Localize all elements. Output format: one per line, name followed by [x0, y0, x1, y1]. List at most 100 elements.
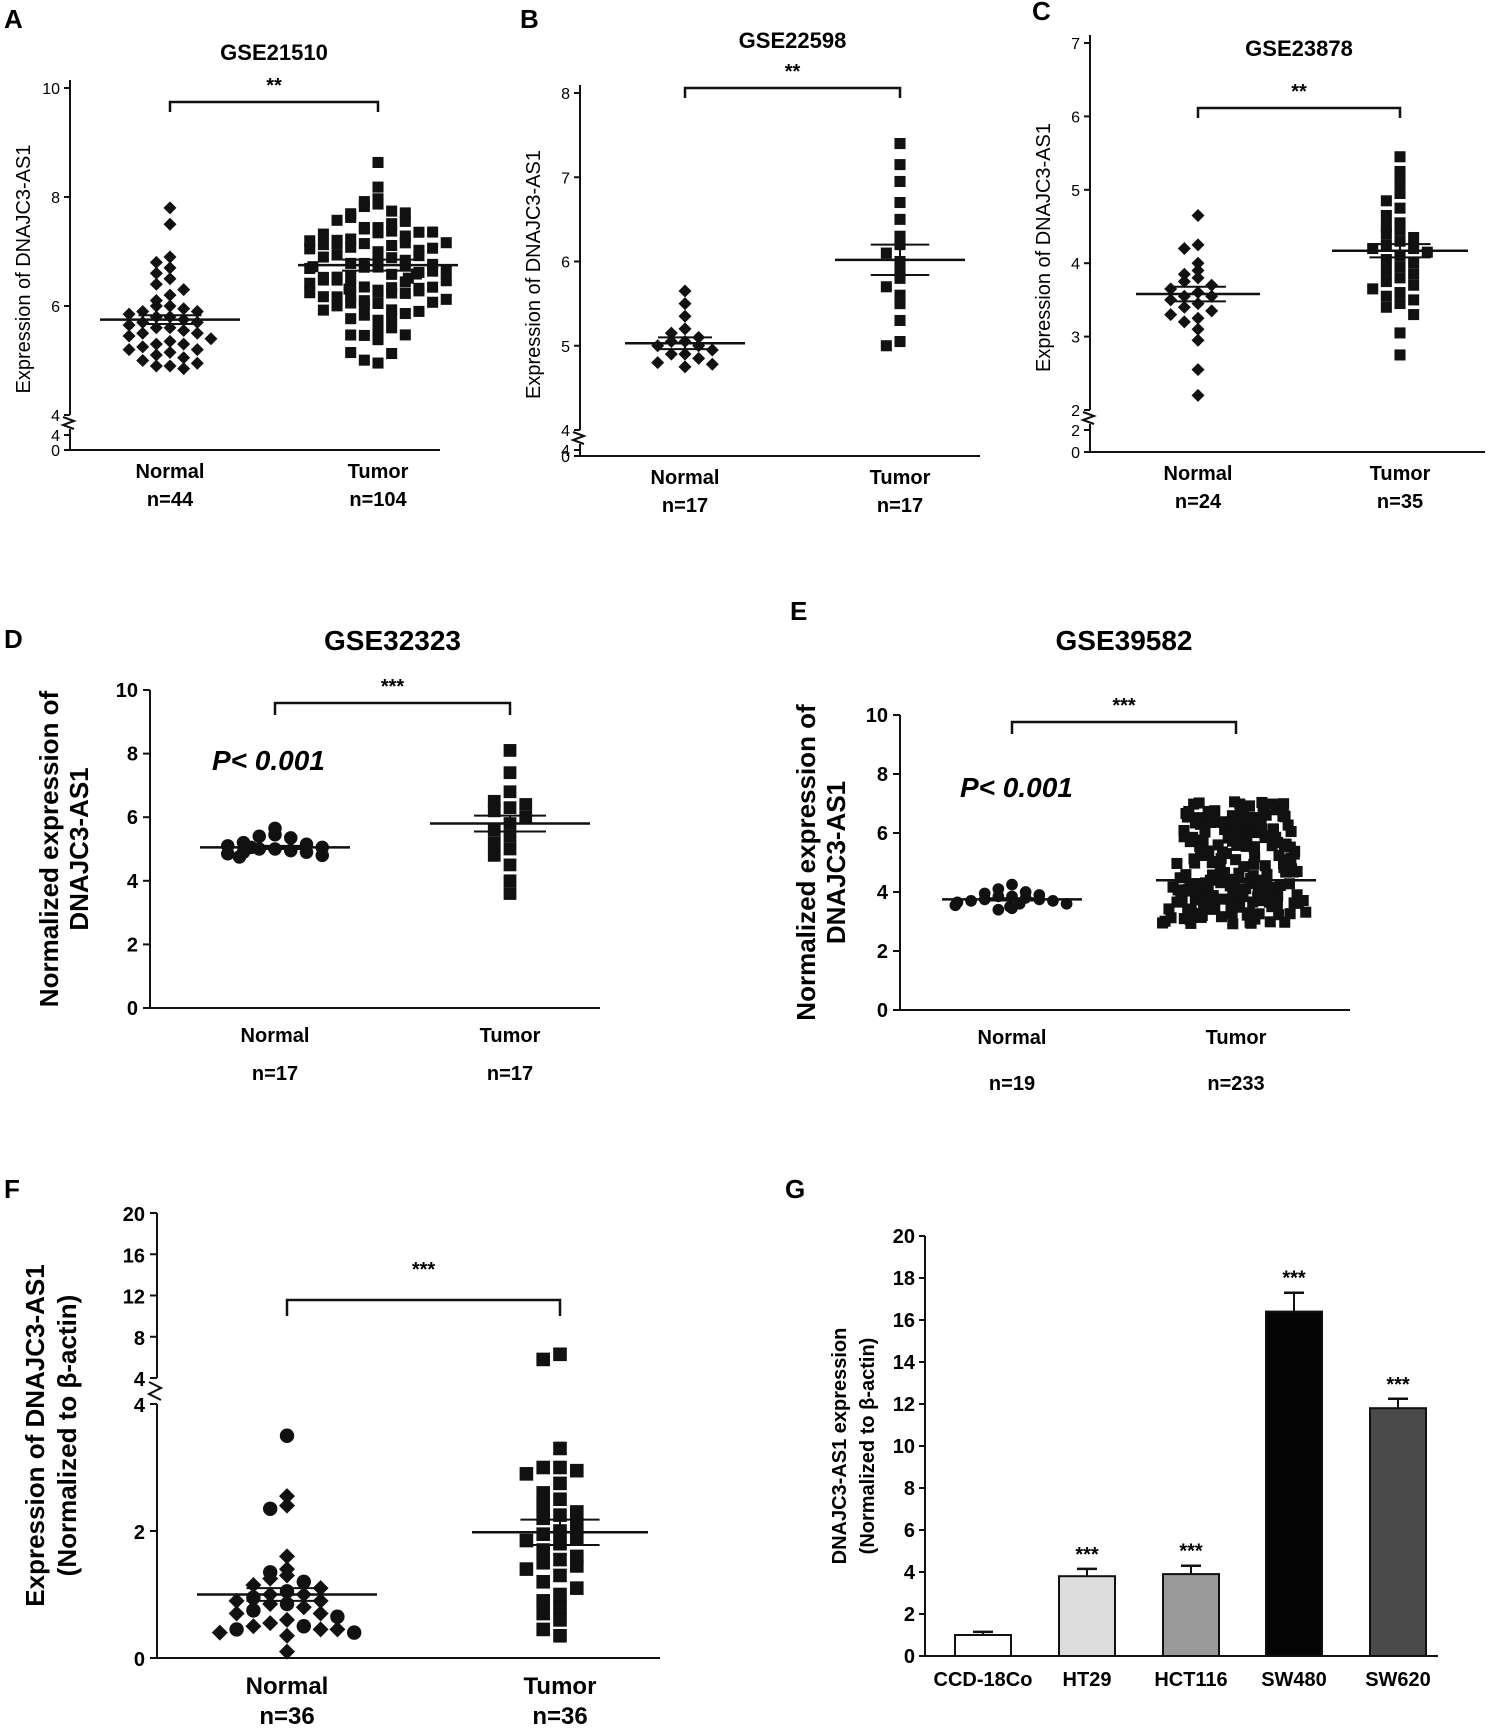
tumor-group-point — [1213, 839, 1224, 850]
tumor-group-point — [881, 281, 892, 292]
tumor-group-point — [1218, 817, 1229, 828]
significance-bracket — [1198, 108, 1400, 118]
tumor-group-point — [1394, 166, 1405, 177]
bar — [1163, 1574, 1219, 1656]
y-tick-label: 2 — [127, 934, 138, 956]
tumor-group-point — [1227, 836, 1238, 847]
tumor-group-point — [1381, 210, 1392, 221]
tumor-group-point — [894, 298, 905, 309]
tumor-group-point — [1394, 225, 1405, 236]
y-tick-label: 6 — [877, 823, 888, 845]
n-label: n=36 — [532, 1703, 587, 1730]
y-tick-label: 4 — [134, 1369, 146, 1391]
normal-group-point — [164, 359, 177, 372]
y-tick-label: 10 — [866, 705, 888, 727]
y-tick-label: 4 — [51, 408, 60, 425]
tumor-group-point — [553, 1600, 567, 1614]
tumor-group-point — [553, 1613, 567, 1627]
normal-group-point — [262, 1615, 278, 1631]
tumor-group-point — [304, 235, 315, 246]
tumor-group-point — [1228, 887, 1239, 898]
normal-group-point — [1178, 315, 1191, 328]
normal-group-point — [1164, 308, 1177, 321]
n-label: n=233 — [1207, 1073, 1264, 1095]
normal-group-point — [706, 358, 719, 371]
y-tick-label: 6 — [1071, 109, 1080, 126]
normal-group-point — [229, 1622, 243, 1636]
normal-group-point — [1192, 389, 1205, 402]
tumor-group-point — [427, 266, 438, 277]
x-category-label: Tumor — [870, 467, 931, 489]
normal-group-point — [123, 343, 136, 356]
significance-bracket — [275, 703, 510, 715]
normal-group-point — [150, 359, 163, 372]
tumor-group-point — [1394, 203, 1405, 214]
tumor-group-point — [881, 340, 892, 351]
n-label: n=36 — [259, 1703, 314, 1730]
significance-label: *** — [1282, 1268, 1306, 1290]
tumor-group-point — [372, 298, 383, 309]
tumor-group-point — [1271, 896, 1282, 907]
tumor-group-point — [318, 291, 329, 302]
tumor-group-point — [1278, 802, 1289, 813]
panel-letter: F — [4, 1174, 20, 1204]
normal-group-point — [177, 338, 190, 351]
tumor-group-point — [1193, 812, 1204, 823]
normal-group-point — [177, 324, 190, 337]
axis-break-mark — [1083, 412, 1094, 424]
tumor-group-point — [536, 1623, 550, 1637]
normal-group-point — [177, 362, 190, 375]
normal-group-point — [679, 310, 692, 323]
tumor-group-point — [441, 275, 452, 286]
n-label: n=17 — [252, 1063, 298, 1085]
x-category-label: HT29 — [1063, 1669, 1112, 1691]
panel-letter: A — [4, 4, 23, 34]
tumor-group-point — [1265, 916, 1276, 927]
tumor-group-point — [386, 240, 397, 251]
tumor-group-point — [536, 1486, 550, 1500]
y-tick-label: 20 — [893, 1226, 915, 1248]
bar — [1266, 1312, 1322, 1656]
tumor-group-point — [504, 744, 517, 757]
tumor-group-point — [304, 287, 315, 298]
tumor-group-point — [1408, 280, 1419, 291]
y-axis-label: DNAJC3-AS1 — [64, 767, 94, 930]
tumor-group-point — [345, 313, 356, 324]
y-tick-label: 20 — [123, 1204, 145, 1226]
tumor-group-point — [345, 329, 356, 340]
tumor-group-point — [553, 1588, 567, 1602]
tumor-group-point — [536, 1575, 550, 1589]
normal-group-point — [1178, 301, 1191, 314]
tumor-group-point — [488, 824, 501, 837]
tumor-group-point — [318, 272, 329, 283]
tumor-group-point — [536, 1512, 550, 1526]
normal-group-point — [329, 1621, 345, 1637]
y-tick-label: 8 — [127, 744, 138, 766]
x-category-label: CCD-18Co — [934, 1669, 1033, 1691]
tumor-group-point — [427, 282, 438, 293]
y-tick-label: 16 — [893, 1310, 915, 1332]
tumor-group-point — [1229, 796, 1240, 807]
tumor-group-point — [372, 157, 383, 168]
y-tick-label: 4 — [877, 882, 889, 904]
tumor-group-point — [386, 206, 397, 217]
tumor-group-point — [359, 196, 370, 207]
y-tick-label: 4 — [904, 1562, 916, 1584]
significance-label: ** — [785, 61, 801, 83]
tumor-group-point — [427, 297, 438, 308]
y-tick-label: 0 — [134, 1649, 145, 1671]
bar — [955, 1635, 1011, 1656]
bar — [1370, 1408, 1426, 1656]
tumor-group-point — [372, 334, 383, 345]
normal-group-point — [313, 1606, 329, 1622]
tumor-group-point — [345, 233, 356, 244]
normal-group-point — [1192, 238, 1205, 251]
significance-bracket — [170, 102, 378, 112]
tumor-group-point — [359, 299, 370, 310]
normal-group-point — [1205, 304, 1218, 317]
tumor-group-point — [536, 1594, 550, 1608]
x-category-label: SW480 — [1261, 1669, 1327, 1691]
normal-group-point — [136, 340, 149, 353]
tumor-group-point — [894, 214, 905, 225]
x-category-label: Tumor — [524, 1673, 597, 1700]
